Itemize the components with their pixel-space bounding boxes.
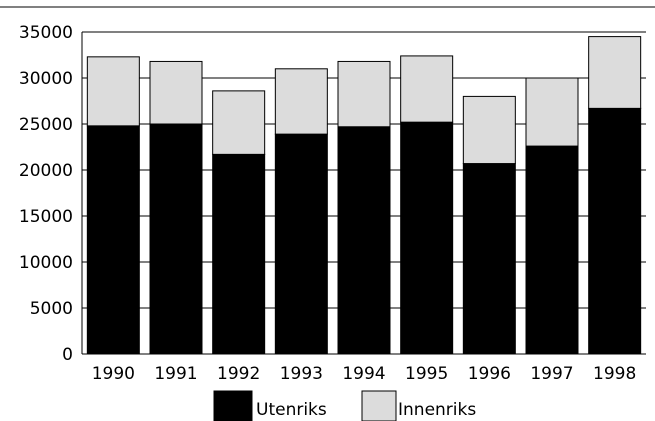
bar-utenriks-1998 [588, 107, 642, 355]
bar-innenriks-1991 [149, 60, 203, 125]
bar-innenriks-1992 [212, 90, 266, 155]
legend-swatch-utenriks [213, 390, 253, 421]
bars [86, 36, 642, 355]
legend-label-utenriks: Utenriks [256, 400, 327, 420]
bar-utenriks-1997 [525, 145, 579, 355]
x-tick-label: 1997 [530, 364, 573, 384]
y-tick-label: 5000 [30, 299, 73, 319]
y-tick-label: 25000 [19, 115, 73, 135]
legend-label-innenriks: Innenriks [398, 400, 476, 420]
bar-utenriks-1992 [212, 153, 266, 355]
legend: Utenriks Innenriks [213, 390, 476, 421]
x-tick-label: 1998 [593, 364, 636, 384]
bar-innenriks-1990 [86, 56, 140, 127]
x-tick-label: 1990 [92, 364, 135, 384]
y-tick-label: 35000 [19, 23, 73, 43]
y-tick-label: 30000 [19, 69, 73, 89]
bar-utenriks-1991 [149, 123, 203, 355]
bar-innenriks-1996 [462, 95, 516, 165]
bar-utenriks-1990 [86, 125, 140, 355]
y-tick-label: 10000 [19, 253, 73, 273]
x-tick-label: 1996 [468, 364, 511, 384]
x-tick-label: 1995 [405, 364, 448, 384]
x-tick-label: 1991 [154, 364, 197, 384]
x-tick-label: 1993 [280, 364, 323, 384]
x-tick-label: 1994 [342, 364, 385, 384]
y-tick-label: 20000 [19, 161, 73, 181]
bar-utenriks-1993 [274, 133, 328, 355]
y-tick-label: 15000 [19, 207, 73, 227]
bar-utenriks-1995 [400, 121, 454, 355]
bar-innenriks-1998 [588, 36, 642, 109]
bar-innenriks-1995 [400, 55, 454, 123]
bar-utenriks-1994 [337, 126, 391, 355]
bar-innenriks-1993 [274, 68, 328, 135]
x-axis-ticks: 1990 1991 1992 1993 1994 1995 1996 1997 1998 [92, 364, 637, 384]
bar-utenriks-1996 [462, 163, 516, 355]
x-tick-label: 1992 [217, 364, 260, 384]
y-tick-label: 0 [62, 345, 73, 365]
legend-swatch-innenriks [361, 390, 397, 421]
bar-innenriks-1997 [525, 77, 579, 147]
y-axis-ticks: 0 5000 10000 15000 20000 25000 30000 35000 [19, 23, 73, 365]
bar-innenriks-1994 [337, 60, 391, 128]
